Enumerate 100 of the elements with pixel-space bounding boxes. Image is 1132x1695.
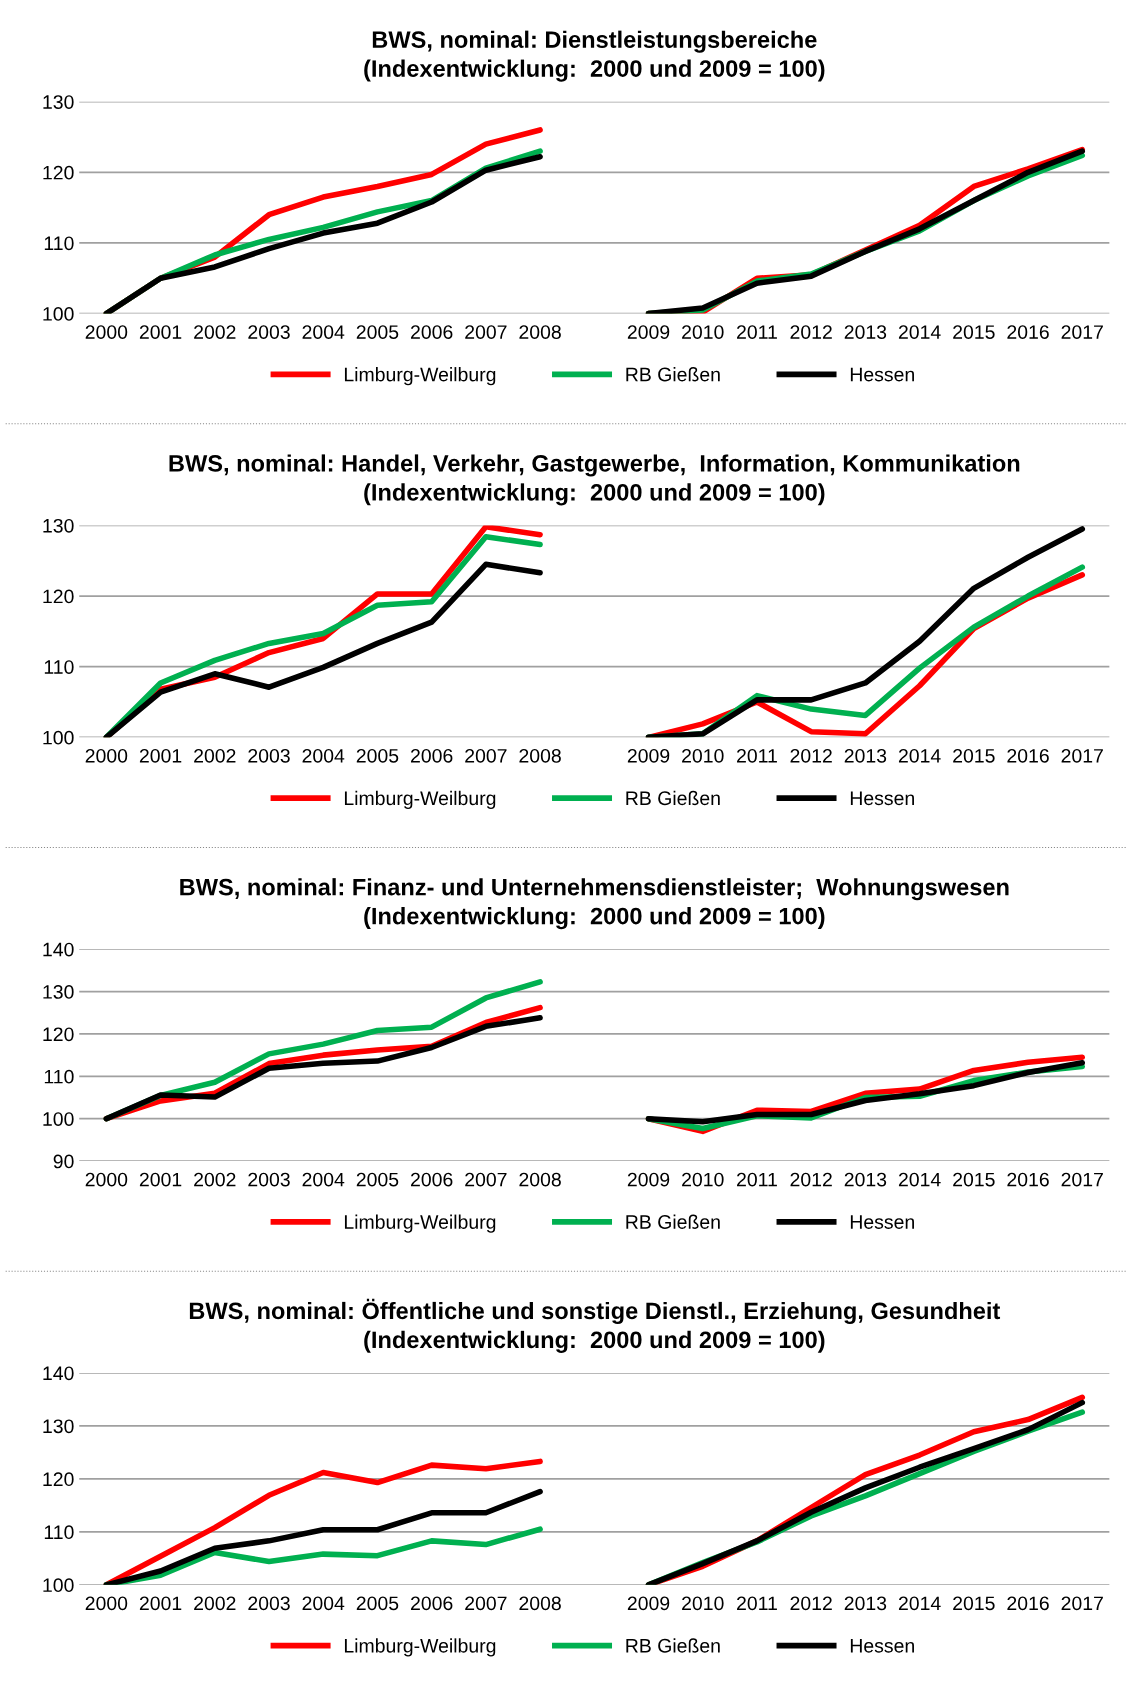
x-tick-label: 2017 xyxy=(1061,748,1103,763)
x-tick-label: 2003 xyxy=(248,748,290,763)
legend-label: Limburg-Weilburg xyxy=(344,1638,496,1657)
x-tick-label: 2001 xyxy=(139,1172,182,1187)
x-tick-label: 2001 xyxy=(139,325,182,339)
y-tick-label: 110 xyxy=(44,1069,74,1084)
x-tick-label: 2002 xyxy=(194,748,236,763)
x-tick-label: 2001 xyxy=(139,1596,182,1611)
y-tick-label: 100 xyxy=(43,1112,74,1126)
x-tick-label: 2007 xyxy=(465,1596,507,1611)
x-tick-label: 2014 xyxy=(898,325,941,339)
x-tick-label: 2011 xyxy=(737,1172,777,1187)
x-tick-label: 2006 xyxy=(411,1596,453,1611)
x-tick-label: 2000 xyxy=(85,748,128,763)
x-tick-label: 2002 xyxy=(194,1596,236,1611)
chart-title: BWS, nominal: Öffentliche und sonstige Dienstl., Erziehung, Gesundheit (Indexentwicklung: 2000 und 2009 = 100) xyxy=(189,1298,1001,1353)
x-tick-label: 2012 xyxy=(790,325,832,339)
y-tick-label: 130 xyxy=(43,985,74,999)
y-tick-label: 110 xyxy=(44,236,74,251)
x-tick-label: 2010 xyxy=(682,1172,724,1187)
x-tick-label: 2015 xyxy=(953,325,995,339)
x-tick-label: 2005 xyxy=(356,748,399,763)
x-tick-label: 2005 xyxy=(356,1172,399,1187)
y-tick-label: 120 xyxy=(43,1472,74,1487)
x-tick-label: 2003 xyxy=(248,325,290,339)
x-tick-label: 2009 xyxy=(627,1596,670,1611)
x-tick-label: 2011 xyxy=(737,325,777,339)
x-tick-label: 2014 xyxy=(898,1172,941,1187)
x-tick-label: 2007 xyxy=(465,748,507,763)
x-tick-label: 2008 xyxy=(519,748,561,763)
x-tick-label: 2009 xyxy=(627,325,670,339)
y-tick-label: 110 xyxy=(44,1525,74,1540)
x-tick-label: 2010 xyxy=(682,1596,724,1611)
x-tick-label: 2016 xyxy=(1007,748,1049,763)
x-tick-label: 2001 xyxy=(139,748,182,763)
y-tick-label: 100 xyxy=(43,307,74,321)
x-tick-label: 2004 xyxy=(302,1596,345,1611)
y-tick-label: 120 xyxy=(43,1027,74,1042)
x-tick-label: 2000 xyxy=(85,1596,128,1611)
x-tick-label: 2005 xyxy=(356,1596,399,1611)
x-tick-label: 2000 xyxy=(85,325,128,339)
x-tick-label: 2003 xyxy=(248,1172,290,1187)
x-tick-label: 2011 xyxy=(737,1596,777,1611)
x-tick-label: 2012 xyxy=(790,1596,832,1611)
x-tick-label: 2009 xyxy=(627,1172,670,1187)
x-tick-label: 2010 xyxy=(682,325,724,339)
x-tick-label: 2008 xyxy=(519,1596,561,1611)
x-tick-label: 2013 xyxy=(844,325,887,339)
legend-label: Hessen xyxy=(850,791,914,806)
x-tick-label: 2000 xyxy=(85,1172,128,1187)
y-tick-label: 130 xyxy=(43,1419,74,1434)
x-tick-label: 2010 xyxy=(682,748,724,763)
x-tick-label: 2016 xyxy=(1007,1596,1049,1611)
legend-label: RB Gießen xyxy=(626,790,720,806)
x-tick-label: 2017 xyxy=(1061,325,1103,339)
x-tick-label: 2007 xyxy=(465,325,507,339)
x-tick-label: 2006 xyxy=(411,1172,453,1187)
legend-label: Hessen xyxy=(850,1639,914,1653)
legend-label: Hessen xyxy=(850,367,914,382)
y-tick-label: 120 xyxy=(43,165,74,180)
legend-label: RB Gießen xyxy=(626,1214,720,1229)
x-tick-label: 2012 xyxy=(790,1172,832,1187)
y-tick-label: 140 xyxy=(43,1366,74,1381)
y-tick-label: 100 xyxy=(43,730,74,745)
legend-label: Hessen xyxy=(850,1215,914,1229)
legend-label: Limburg-Weilburg xyxy=(344,790,496,809)
x-tick-label: 2008 xyxy=(519,325,561,339)
y-tick-label: 130 xyxy=(43,518,74,533)
x-tick-label: 2004 xyxy=(302,325,345,339)
x-tick-label: 2011 xyxy=(737,748,777,763)
legend-label: RB Gießen xyxy=(626,367,720,382)
x-tick-label: 2013 xyxy=(844,748,887,763)
y-tick-label: 140 xyxy=(43,942,74,957)
y-tick-label: 110 xyxy=(44,660,74,674)
x-tick-label: 2006 xyxy=(411,325,453,339)
x-tick-label: 2007 xyxy=(465,1172,507,1187)
legend-label: Limburg-Weilburg xyxy=(344,1214,496,1233)
x-tick-label: 2008 xyxy=(519,1172,561,1187)
x-tick-label: 2002 xyxy=(194,1172,236,1187)
y-tick-label: 120 xyxy=(43,589,74,604)
chart-title: BWS, nominal: Finanz- und Unternehmensdienstleister; Wohnungswesen (Indexentwicklung: 2000 und 2009 = 100) xyxy=(180,878,1009,930)
x-tick-label: 2017 xyxy=(1061,1172,1103,1187)
x-tick-label: 2004 xyxy=(302,1172,345,1187)
x-tick-label: 2006 xyxy=(411,748,453,763)
x-tick-label: 2015 xyxy=(953,748,995,763)
y-tick-label: 130 xyxy=(43,95,74,109)
x-tick-label: 2012 xyxy=(790,748,832,763)
x-tick-label: 2014 xyxy=(898,1596,941,1611)
y-tick-label: 100 xyxy=(43,1578,74,1593)
x-tick-label: 2017 xyxy=(1061,1596,1103,1611)
x-tick-label: 2014 xyxy=(898,748,941,763)
x-tick-label: 2009 xyxy=(627,748,670,763)
x-tick-label: 2002 xyxy=(194,325,236,339)
x-tick-label: 2015 xyxy=(953,1172,995,1187)
x-tick-label: 2013 xyxy=(844,1596,887,1611)
legend-label: RB Gießen xyxy=(626,1638,720,1653)
chart-title: BWS, nominal: Handel, Verkehr, Gastgewerbe, Information, Kommunikation (Indexentwicklung: 2000 und 2009 = 100) xyxy=(169,454,1020,506)
x-tick-label: 2015 xyxy=(953,1596,995,1611)
x-tick-label: 2013 xyxy=(844,1172,887,1187)
x-tick-label: 2005 xyxy=(356,325,399,339)
